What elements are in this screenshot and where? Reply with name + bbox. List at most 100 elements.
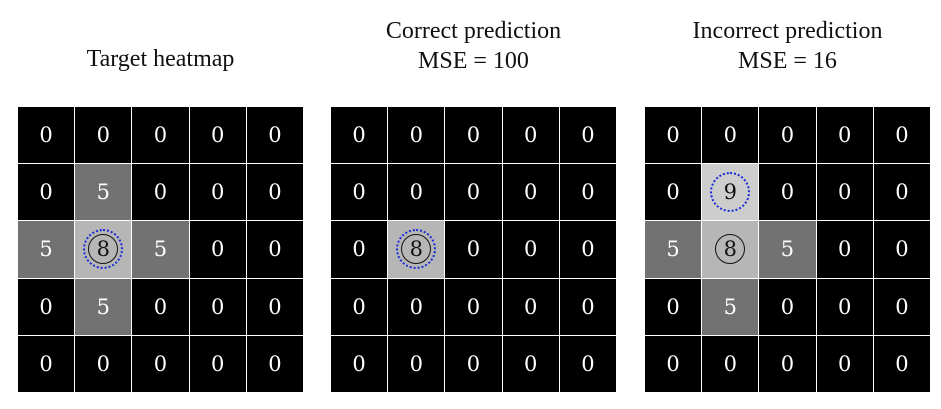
cell-value: 0 xyxy=(39,294,53,319)
heatmap-cell: 0 xyxy=(246,221,303,278)
cell-value: 0 xyxy=(96,123,110,148)
cell-value: 5 xyxy=(780,237,795,262)
cell-value: 0 xyxy=(466,123,481,148)
heatmap-grid: 0 0 0 0 0 0 0 0 0 0 0 8 0 0 0 0 0 0 0 0 0 0 0 0 0 xyxy=(331,107,616,392)
cell-value: 0 xyxy=(780,294,795,319)
heatmap-cell: 0 xyxy=(559,221,616,278)
cell-value: 0 xyxy=(39,123,53,148)
heatmap-cell: 0 xyxy=(759,278,816,335)
heatmap-cell: 5 xyxy=(645,221,702,278)
cell-value: 0 xyxy=(524,351,538,376)
cell-value: 0 xyxy=(409,180,423,205)
cell-value: 0 xyxy=(409,294,423,319)
heatmap-cell: 5 xyxy=(759,221,816,278)
cell-value: 0 xyxy=(352,180,366,205)
cell-value: 0 xyxy=(895,294,909,319)
heatmap-cell: 0 xyxy=(331,221,388,278)
heatmap-cell: 0 xyxy=(189,107,246,164)
heatmap-cell: 0 xyxy=(331,164,388,221)
heatmap-cell: 0 xyxy=(388,335,445,392)
cell-value: 0 xyxy=(268,180,282,205)
cell-value: 5 xyxy=(153,237,168,262)
cell-value: 0 xyxy=(153,294,168,319)
heatmap-cell: 0 xyxy=(388,164,445,221)
cell-value: 8 xyxy=(723,237,737,262)
cell-value: 0 xyxy=(524,180,538,205)
cell-value: 0 xyxy=(466,180,481,205)
cell-value: 0 xyxy=(838,123,852,148)
cell-value: 0 xyxy=(666,294,680,319)
heatmap-cell: 0 xyxy=(702,335,759,392)
panel-title-line: Target heatmap xyxy=(86,46,235,72)
cell-value: 0 xyxy=(211,351,225,376)
cell-value: 0 xyxy=(39,180,53,205)
heatmap-cell: 0 xyxy=(873,164,930,221)
heatmap-cell: 0 xyxy=(75,107,132,164)
heatmap-cell: 0 xyxy=(816,221,873,278)
heatmap-cell: 0 xyxy=(816,164,873,221)
cell-value: 0 xyxy=(153,123,168,148)
cell-value: 0 xyxy=(153,180,168,205)
panel-title-line: MSE = 100 xyxy=(418,48,529,74)
heatmap-cell: 0 xyxy=(645,107,702,164)
panel-title-line: Incorrect prediction xyxy=(692,18,883,44)
heatmap-cell: 0 xyxy=(189,335,246,392)
cell-value: 0 xyxy=(466,351,481,376)
heatmap-cell: 0 xyxy=(388,278,445,335)
cell-value: 0 xyxy=(895,123,909,148)
heatmap-cell: 0 xyxy=(445,221,502,278)
cell-value: 0 xyxy=(666,180,680,205)
heatmap-cell: 8 xyxy=(702,221,759,278)
heatmap-cell: 0 xyxy=(246,107,303,164)
cell-value: 0 xyxy=(723,351,737,376)
cell-value: 0 xyxy=(39,351,53,376)
cell-value: 0 xyxy=(524,123,538,148)
heatmap-cell: 0 xyxy=(502,221,559,278)
heatmap-cell: 0 xyxy=(645,278,702,335)
heatmap-cell: 0 xyxy=(759,335,816,392)
cell-value: 0 xyxy=(895,351,909,376)
panel-title: Target heatmap xyxy=(18,44,303,74)
cell-value: 5 xyxy=(96,180,110,205)
heatmap-cell: 0 xyxy=(645,164,702,221)
heatmap-grid: 0 0 0 0 0 0 9 0 0 0 5 8 5 0 0 0 5 0 0 0 0 0 0 0 0 xyxy=(645,107,930,392)
heatmap-cell: 0 xyxy=(246,335,303,392)
cell-value: 0 xyxy=(895,237,909,262)
cell-value: 0 xyxy=(409,123,423,148)
heatmap-cell: 0 xyxy=(445,164,502,221)
cell-value: 0 xyxy=(153,351,168,376)
heatmap-cell: 0 xyxy=(189,278,246,335)
cell-value: 0 xyxy=(838,351,852,376)
panel-target-heatmap: Target heatmap 0 0 0 0 0 0 5 0 0 0 5 8 5 0 0 0 5 0 0 0 0 0 0 0 0 xyxy=(18,0,303,409)
heatmap-cell: 5 xyxy=(75,164,132,221)
heatmap-cell: 0 xyxy=(246,278,303,335)
heatmap-cell: 0 xyxy=(18,335,75,392)
heatmap-cell: 0 xyxy=(246,164,303,221)
cell-value: 0 xyxy=(96,351,110,376)
cell-value: 0 xyxy=(352,294,366,319)
heatmap-cell: 8 xyxy=(75,221,132,278)
heatmap-cell: 0 xyxy=(388,107,445,164)
cell-value: 0 xyxy=(211,123,225,148)
heatmap-cell: 8 xyxy=(388,221,445,278)
cell-value: 0 xyxy=(352,351,366,376)
cell-value: 0 xyxy=(352,237,366,262)
cell-value: 0 xyxy=(268,123,282,148)
cell-value: 0 xyxy=(780,180,795,205)
heatmap-cell: 0 xyxy=(18,164,75,221)
cell-value: 0 xyxy=(352,123,366,148)
heatmap-cell: 0 xyxy=(759,107,816,164)
cell-value: 0 xyxy=(581,351,595,376)
cell-value: 0 xyxy=(895,180,909,205)
cell-value: 5 xyxy=(39,237,53,262)
heatmap-cell: 0 xyxy=(331,335,388,392)
cell-value: 0 xyxy=(838,294,852,319)
cell-value: 0 xyxy=(268,237,282,262)
heatmap-cell: 0 xyxy=(331,107,388,164)
cell-value: 0 xyxy=(524,237,538,262)
heatmap-cell: 0 xyxy=(18,278,75,335)
heatmap-cell: 0 xyxy=(132,164,189,221)
cell-value: 0 xyxy=(268,294,282,319)
